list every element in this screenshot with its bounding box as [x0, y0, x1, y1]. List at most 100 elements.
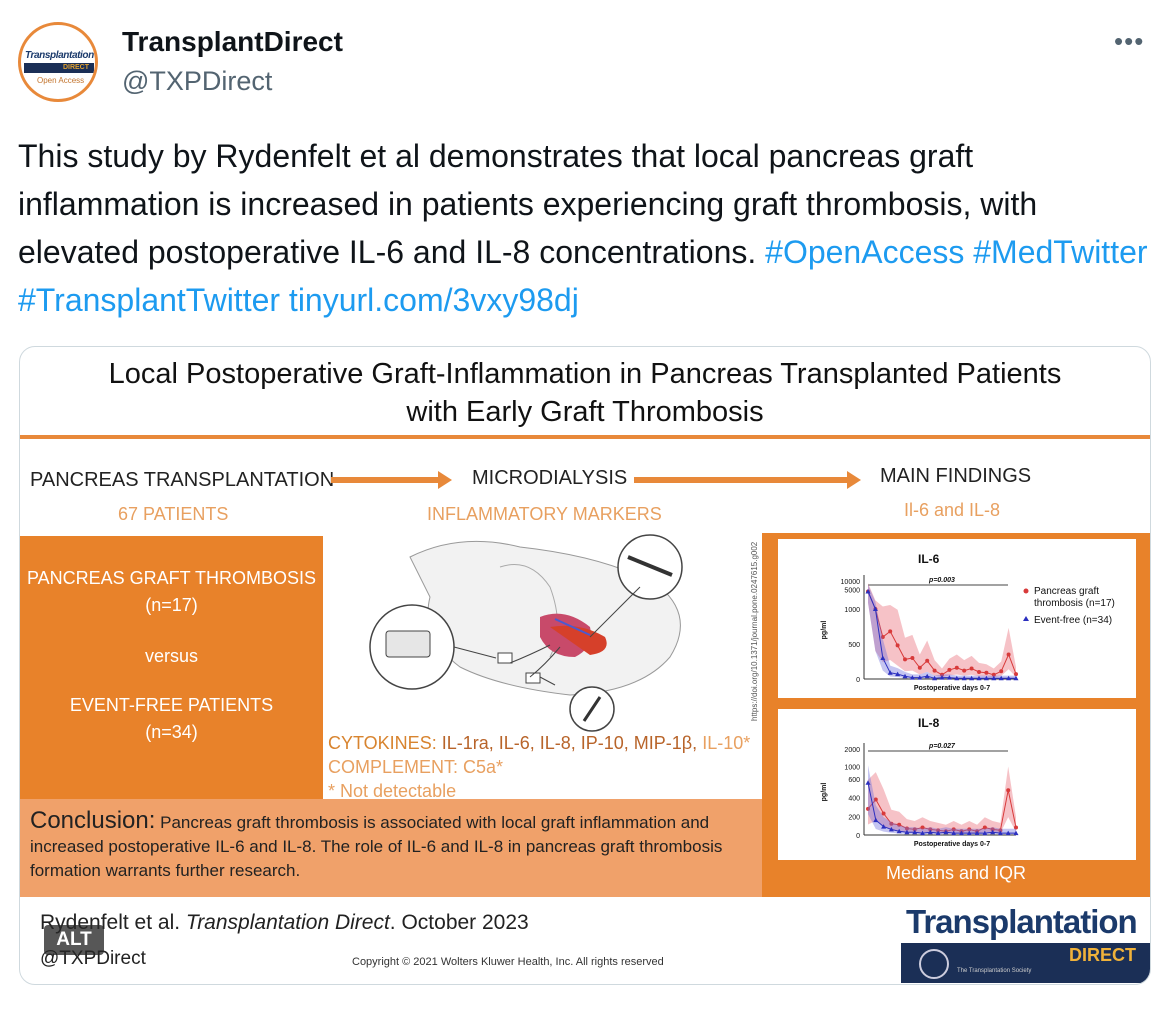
avatar[interactable]: Transplantation DIRECT Open Access [18, 22, 98, 102]
data-point [1006, 675, 1012, 681]
flow-arrow-1 [331, 477, 439, 483]
x-axis-label: Postoperative days 0-7 [914, 685, 990, 692]
tweet-media-image[interactable]: Local Postoperative Graft-Inflammation i… [19, 346, 1151, 985]
group-thrombosis: PANCREAS GRAFT THROMBOSIS [26, 568, 317, 588]
more-options-icon[interactable]: ••• [1114, 26, 1145, 56]
conclusion-label: Conclusion: [30, 807, 156, 834]
data-point [961, 675, 967, 681]
data-point [966, 830, 972, 836]
data-point [873, 817, 879, 823]
conclusion-box [20, 799, 762, 897]
column-sub-il: Il-6 and IL-8 [904, 500, 1001, 520]
data-point [974, 830, 980, 836]
data-point [1014, 672, 1018, 677]
data-point [865, 589, 871, 594]
versus-label: versus [144, 646, 198, 666]
medians-label: Medians and IQR [885, 863, 1027, 883]
y-tick-label: 1000 [844, 764, 860, 771]
data-point [910, 656, 915, 660]
doi-text: https://doi.org/10.1371/journal.pone.024… [750, 541, 759, 721]
y-tick-label: 5000 [844, 587, 860, 594]
data-point [977, 670, 981, 674]
y-tick-label: 10000 [841, 579, 861, 586]
display-name[interactable]: TransplantDirect [122, 26, 343, 57]
article-link[interactable]: tinyurl.com/3vxy98dj [288, 282, 579, 318]
tweet-body: This study by Rydenfelt et al demonstrat… [18, 138, 1038, 270]
data-point [991, 675, 997, 681]
cytokines-label: CYTOKINES: [328, 733, 437, 753]
data-point [958, 830, 964, 836]
citation: Rydenfelt et al. Transplantation Direct.… [40, 911, 529, 935]
data-point [962, 668, 967, 673]
data-point [998, 828, 1003, 833]
data-point [1013, 830, 1019, 836]
hashtag-medtwitter[interactable]: #MedTwitter [973, 234, 1148, 270]
group-event-free-n: (n=34) [145, 722, 198, 742]
divider [20, 435, 1150, 439]
avatar-logo-direct: DIRECT [62, 64, 89, 71]
y-tick-label: 1000 [844, 607, 860, 614]
legend-marker [1023, 588, 1029, 594]
data-point [936, 828, 941, 833]
patient-groups-box: PANCREAS GRAFT THROMBOSIS (n=17) versus … [20, 536, 323, 799]
data-point [912, 829, 918, 835]
data-point [1006, 788, 1011, 793]
complement: COMPLEMENT: C5a* [328, 757, 504, 777]
data-point [954, 675, 960, 681]
data-point [1013, 675, 1019, 681]
data-point [954, 665, 959, 670]
y-tick-label: 600 [848, 777, 860, 784]
data-point [946, 675, 952, 680]
data-point [872, 606, 878, 611]
data-point [880, 655, 886, 660]
y-tick-label: 0 [856, 833, 860, 840]
y-tick-label: 200 [848, 814, 860, 821]
data-point [1005, 830, 1011, 836]
data-point [939, 675, 945, 680]
data-point [1014, 825, 1018, 830]
data-point [924, 673, 930, 679]
data-point [951, 830, 957, 836]
microdialysis-illustration [369, 534, 683, 732]
data-point [984, 670, 989, 675]
data-point [967, 827, 972, 832]
data-point [895, 671, 901, 677]
data-point [969, 675, 975, 681]
avatar-logo-bar [24, 63, 94, 73]
chart-title: IL-6 [918, 552, 940, 566]
data-point [969, 666, 974, 671]
column-heading-findings: MAIN FINDINGS [880, 465, 1032, 487]
society-seal-icon [919, 949, 949, 979]
hashtag-openaccess[interactable]: #OpenAccess [765, 234, 965, 270]
y-tick-label: 400 [848, 796, 860, 803]
data-point [866, 806, 870, 811]
chart-title: IL-8 [918, 716, 940, 730]
data-point [880, 635, 885, 639]
markers-list: CYTOKINES: IL-1ra, IL-6, IL-8, IP-10, MI… [328, 731, 750, 803]
group-thrombosis-n: (n=17) [145, 595, 198, 615]
y-tick-label: 500 [848, 642, 860, 649]
data-point [902, 673, 908, 679]
data-point [991, 672, 996, 677]
y-axis-label: pg/ml [821, 621, 828, 640]
alt-text-button[interactable]: ALT [44, 925, 104, 955]
data-point [895, 643, 900, 648]
column-heading-microdialysis: MICRODIALYSIS [472, 467, 628, 489]
p-value-label: p=0.003 [928, 577, 955, 584]
data-point [951, 827, 956, 832]
data-point [920, 830, 926, 836]
data-point [909, 675, 915, 680]
data-point [889, 821, 894, 826]
data-point [982, 825, 987, 830]
data-point [940, 672, 944, 677]
data-point [904, 826, 909, 831]
journal-logo-direct: DIRECT [1069, 945, 1136, 965]
journal-logo-text: Transplantation [906, 903, 1138, 940]
iqr-band-1 [868, 584, 1016, 679]
user-handle[interactable]: @TXPDirect [122, 66, 273, 96]
flow-arrow-2 [634, 477, 848, 483]
p-value-label: p=0.027 [928, 743, 956, 750]
conclusion-body: Pancreas graft thrombosis is associated … [30, 813, 723, 880]
data-point [943, 829, 949, 835]
hashtag-transplanttwitter[interactable]: #TransplantTwitter [18, 282, 281, 318]
